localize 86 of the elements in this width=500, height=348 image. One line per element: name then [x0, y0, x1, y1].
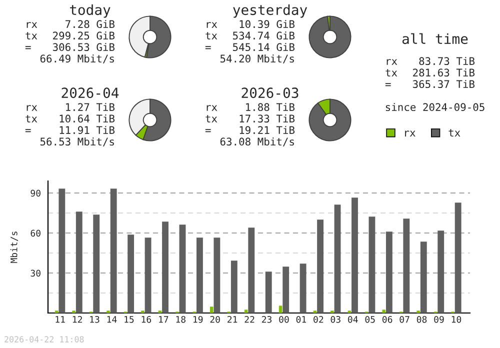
bar — [58, 188, 66, 313]
text: all time — [402, 33, 468, 44]
bar — [162, 222, 168, 313]
text: rx 83.73 TiB — [386, 56, 475, 66]
x-tick-label: 07 — [400, 316, 410, 323]
text: 2026-04-22 11:08 — [4, 336, 84, 342]
text: 54.20 Mbit/s — [220, 54, 294, 64]
y-tick-label: 30 — [30, 270, 40, 277]
bar — [196, 238, 203, 313]
x-tick-label: 03 — [330, 316, 340, 323]
text: = 19.21 TiB — [205, 126, 295, 134]
bar — [110, 188, 117, 313]
x-tick-label: 00 — [279, 316, 289, 323]
x-tick-label: 23 — [262, 316, 272, 323]
bar — [334, 204, 341, 313]
x-tick-label: 10 — [452, 316, 462, 323]
text: = 11.91 TiB — [25, 126, 115, 134]
bar — [352, 198, 358, 313]
text: rx 1.88 TiB — [206, 102, 295, 112]
x-tick-label: 05 — [365, 316, 375, 323]
text: tx 299.25 GiB — [26, 31, 115, 40]
bar — [214, 238, 220, 313]
x-tick-label: 17 — [159, 316, 168, 323]
x-tick-label: 16 — [142, 316, 152, 323]
x-tick-label: 06 — [382, 316, 392, 323]
chart-title: 2026-04 — [62, 88, 119, 98]
donut-slice — [308, 98, 352, 142]
bar — [368, 216, 376, 313]
bar — [76, 212, 82, 313]
x-tick-label: 22 — [244, 316, 254, 323]
x-tick-label: 02 — [314, 316, 324, 323]
text: = 306.53 GiB — [25, 42, 115, 52]
legend-label: rx — [405, 130, 416, 136]
bar — [386, 232, 392, 313]
x-tick-label: 20 — [210, 316, 220, 323]
text: tx 534.74 GiB — [206, 31, 295, 40]
bar — [454, 202, 462, 313]
text: 56.53 Mbit/s — [40, 137, 114, 146]
bar — [278, 306, 282, 313]
y-tick-label: 90 — [30, 190, 40, 197]
bar — [93, 214, 100, 313]
bar — [128, 234, 134, 313]
x-tick-label: 21 — [228, 316, 238, 323]
text: tx 17.33 TiB — [206, 114, 295, 123]
y-axis-title: Mbit/s — [10, 232, 18, 263]
bar — [179, 224, 186, 313]
x-tick-label: 12 — [72, 316, 82, 323]
text: 66.49 Mbit/s — [40, 54, 114, 64]
text: rx 1.27 TiB — [26, 102, 115, 111]
bar — [244, 310, 248, 313]
bar — [144, 238, 152, 313]
x-tick-label: 08 — [416, 316, 427, 323]
text: since 2024-09-05 — [386, 102, 484, 112]
text: rx 10.39 GiB — [206, 20, 295, 28]
text: 63.08 Mbit/s — [220, 137, 294, 146]
bar — [265, 272, 272, 313]
bar — [317, 220, 324, 313]
bar — [438, 230, 444, 313]
x-tick-label: 13 — [90, 316, 100, 323]
x-tick-label: 01 — [296, 316, 306, 323]
chart-title: 2026-03 — [242, 88, 298, 98]
bar — [282, 266, 290, 313]
bar — [300, 264, 306, 313]
text: = 545.14 GiB — [205, 42, 295, 52]
bar — [420, 242, 427, 313]
chart-title: today — [70, 4, 110, 18]
x-tick-label: 18 — [176, 316, 186, 323]
bar — [248, 228, 255, 313]
x-tick-label: 04 — [348, 316, 358, 323]
text: tx 10.64 TiB — [26, 114, 115, 123]
bar — [230, 260, 238, 313]
x-tick-label: 19 — [194, 316, 203, 323]
x-tick-label: 09 — [434, 316, 444, 323]
bar — [382, 310, 386, 313]
x-tick-label: 11 — [56, 316, 65, 323]
text: = 365.37 TiB — [385, 80, 475, 88]
donut-slice — [308, 16, 352, 58]
legend-label: tx — [448, 129, 460, 136]
text: tx 281.63 TiB — [386, 68, 475, 77]
bar — [210, 306, 214, 313]
text: rx 7.28 GiB — [26, 20, 115, 28]
bar — [403, 218, 410, 313]
x-tick-label: 14 — [107, 316, 117, 323]
chart-title: yesterday — [233, 4, 308, 18]
x-tick-label: 15 — [124, 316, 134, 323]
y-tick-label: 60 — [30, 230, 40, 237]
